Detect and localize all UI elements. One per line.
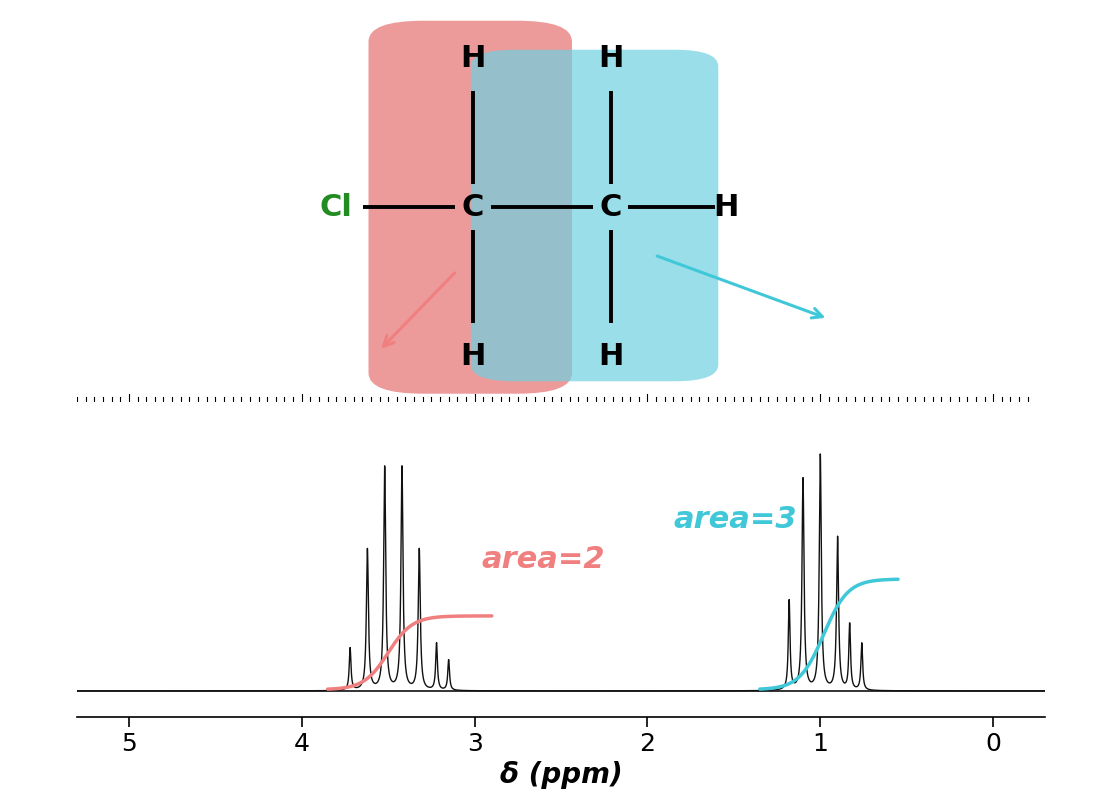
FancyBboxPatch shape	[471, 49, 718, 381]
FancyBboxPatch shape	[368, 21, 572, 394]
Text: H: H	[597, 342, 624, 371]
Text: Cl: Cl	[319, 193, 352, 222]
Text: H: H	[460, 342, 486, 371]
X-axis label: δ (ppm): δ (ppm)	[499, 761, 623, 790]
Text: H: H	[460, 44, 486, 73]
Text: H: H	[597, 44, 624, 73]
Text: area=3: area=3	[673, 505, 797, 534]
Text: C: C	[600, 193, 621, 222]
Text: area=2: area=2	[482, 545, 605, 574]
Text: H: H	[713, 193, 739, 222]
Text: C: C	[462, 193, 484, 222]
